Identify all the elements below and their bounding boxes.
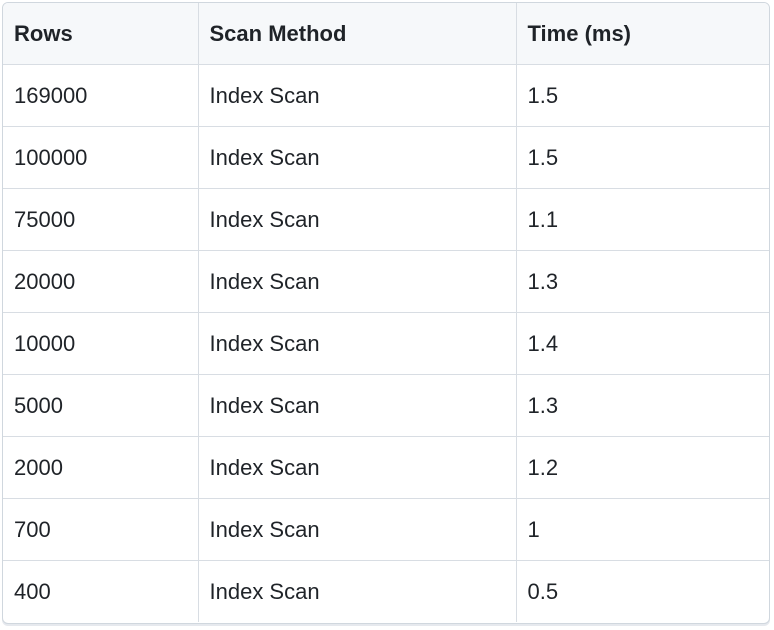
cell-rows: 20000 (3, 250, 199, 313)
table-header: Rows Scan Method Time (ms) (3, 3, 769, 65)
cell-scan-method: Index Scan (197, 374, 517, 437)
cell-scan-method: Index Scan (197, 250, 517, 313)
cell-time: 1.5 (515, 126, 769, 189)
cell-scan-method: Index Scan (197, 188, 517, 251)
cell-rows: 10000 (3, 312, 199, 375)
results-table-container: Rows Scan Method Time (ms) 169000 Index … (2, 2, 770, 624)
table-body: 169000 Index Scan 1.5 100000 Index Scan … (3, 64, 769, 622)
table-row: 700 Index Scan 1 (3, 498, 769, 561)
table-row: 400 Index Scan 0.5 (3, 560, 769, 622)
table-row: 10000 Index Scan 1.4 (3, 312, 769, 375)
cell-scan-method: Index Scan (197, 126, 517, 189)
cell-scan-method: Index Scan (197, 560, 517, 622)
cell-rows: 169000 (3, 64, 199, 127)
cell-time: 1.1 (515, 188, 769, 251)
cell-scan-method: Index Scan (197, 436, 517, 499)
cell-rows: 700 (3, 498, 199, 561)
table-header-row: Rows Scan Method Time (ms) (3, 3, 769, 65)
table-row: 100000 Index Scan 1.5 (3, 126, 769, 189)
cell-scan-method: Index Scan (197, 498, 517, 561)
cell-time: 1.2 (515, 436, 769, 499)
table-row: 20000 Index Scan 1.3 (3, 250, 769, 313)
cell-rows: 400 (3, 560, 199, 622)
cell-scan-method: Index Scan (197, 312, 517, 375)
cell-rows: 5000 (3, 374, 199, 437)
cell-time: 1.3 (515, 374, 769, 437)
cell-time: 1.4 (515, 312, 769, 375)
table-row: 5000 Index Scan 1.3 (3, 374, 769, 437)
cell-time: 1 (515, 498, 769, 561)
table-row: 2000 Index Scan 1.2 (3, 436, 769, 499)
column-header-scan-method: Scan Method (197, 3, 517, 65)
cell-rows: 100000 (3, 126, 199, 189)
cell-rows: 2000 (3, 436, 199, 499)
cell-rows: 75000 (3, 188, 199, 251)
cell-time: 1.3 (515, 250, 769, 313)
cell-time: 0.5 (515, 560, 769, 622)
table-row: 75000 Index Scan 1.1 (3, 188, 769, 251)
cell-scan-method: Index Scan (197, 64, 517, 127)
results-table: Rows Scan Method Time (ms) 169000 Index … (3, 3, 769, 622)
cell-time: 1.5 (515, 64, 769, 127)
table-row: 169000 Index Scan 1.5 (3, 64, 769, 127)
column-header-rows: Rows (3, 3, 199, 65)
column-header-time: Time (ms) (515, 3, 769, 65)
